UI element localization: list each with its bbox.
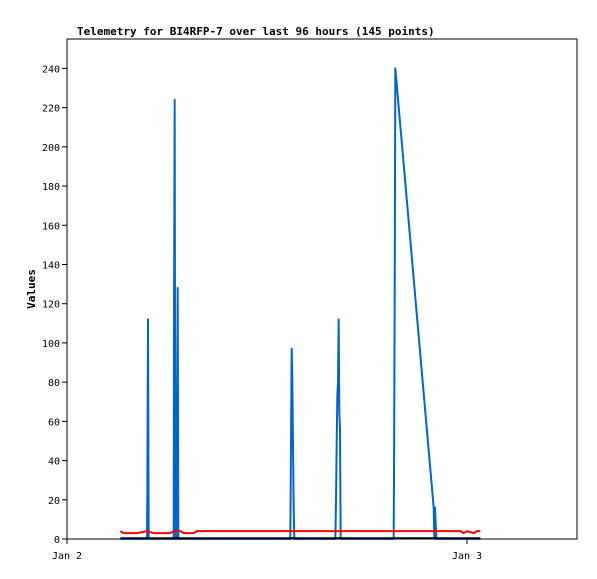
series-line-1: [119, 530, 481, 535]
y-axis-label: Values: [25, 269, 38, 309]
y-tick-label: 0: [54, 535, 60, 546]
y-tick-label: 100: [42, 339, 60, 350]
y-tick-label: 200: [42, 143, 60, 154]
y-tick-label: 220: [42, 104, 60, 115]
y-tick-label: 20: [48, 496, 60, 507]
y-tick-label: 80: [48, 378, 60, 389]
y-tick-label: 160: [42, 221, 60, 232]
series-layer: [119, 67, 481, 540]
y-tick-label: 60: [48, 417, 60, 428]
chart-title: Telemetry for BI4RFP-7 over last 96 hour…: [77, 25, 435, 38]
y-tick-label: 120: [42, 300, 60, 311]
y-tick-label: 180: [42, 182, 60, 193]
y-axis-ticks: 0 20 40 60 80 100 120 140 160 180 200 220 240: [42, 64, 67, 546]
x-axis-ticks: Jan 2 Jan 3: [52, 539, 482, 562]
y-tick-label: 140: [42, 260, 60, 271]
y-tick-label: 240: [42, 64, 60, 75]
plot-area-frame: [66, 38, 578, 540]
y-tick-label: 40: [48, 457, 60, 468]
x-tick-label: Jan 3: [452, 551, 482, 562]
x-tick-label: Jan 2: [52, 551, 82, 562]
